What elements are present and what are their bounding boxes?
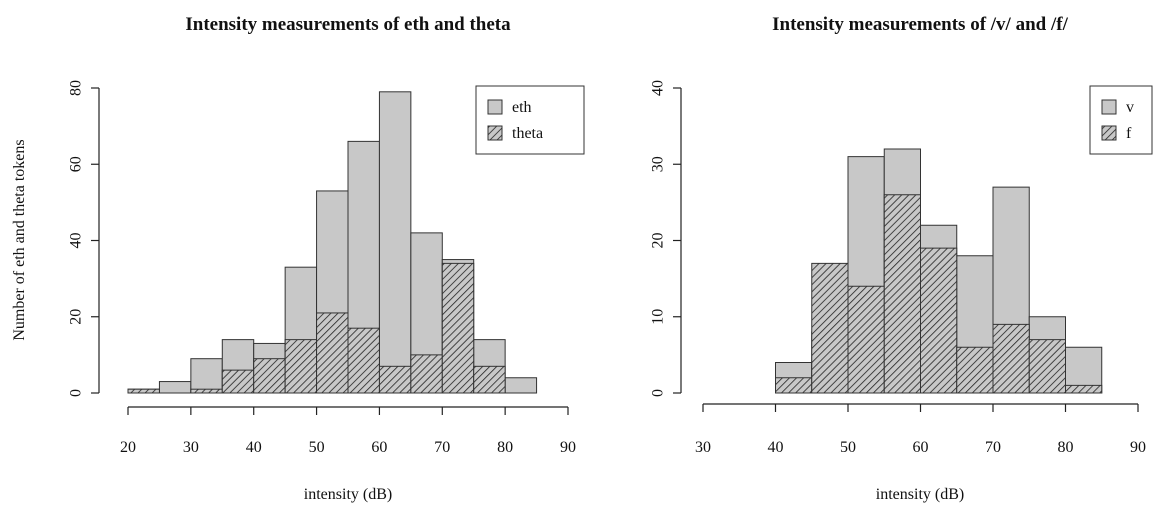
legend-swatch-theta (487, 125, 503, 141)
x-tick-label-70: 70 (985, 439, 1001, 456)
x-tick-label-30: 30 (183, 439, 199, 456)
x-tick-label-60: 60 (913, 439, 929, 456)
legend-box (475, 85, 585, 155)
bar-theta-50 (316, 312, 349, 394)
y-tick-label-0: 0 (68, 389, 85, 397)
chart-panel-v-f: Intensity measurements of /v/ and /f/ in… (650, 14, 1153, 503)
bar-eth-60 (378, 91, 412, 394)
bar-theta-75 (473, 365, 506, 394)
bar-f-75 (1028, 339, 1066, 394)
x-tick-label-30: 30 (695, 439, 711, 456)
bar-f-60 (920, 247, 958, 394)
series-theta-bars (127, 262, 506, 394)
bar-theta-35 (221, 369, 255, 394)
y-tick-label-10: 10 (650, 309, 667, 325)
legend: vf (1089, 85, 1153, 155)
bar-eth-25 (158, 381, 192, 394)
y-tick-label-40: 40 (68, 233, 85, 249)
x-tick-label-60: 60 (371, 439, 387, 456)
bar-f-70 (992, 323, 1030, 394)
bar-f-45 (811, 262, 849, 394)
x-tick-label-70: 70 (434, 439, 450, 456)
legend-swatch-f (1101, 125, 1117, 141)
bar-eth-80 (504, 377, 538, 394)
bar-theta-45 (284, 339, 318, 394)
x-axis-label: intensity (dB) (876, 486, 964, 503)
bar-theta-40 (253, 358, 286, 394)
legend-box (1089, 85, 1153, 155)
y-tick-label-0: 0 (650, 389, 667, 397)
chart-title: Intensity measurements of eth and theta (185, 14, 511, 35)
chart-title: Intensity measurements of /v/ and /f/ (772, 14, 1068, 35)
bar-theta-70 (441, 262, 475, 394)
y-tick-label-20: 20 (68, 309, 85, 325)
x-tick-label-50: 50 (840, 439, 856, 456)
x-tick-label-50: 50 (309, 439, 325, 456)
x-tick-label-40: 40 (768, 439, 784, 456)
legend: eth theta (475, 85, 585, 155)
legend-swatch-v (1101, 99, 1117, 115)
chart-panel-eth-theta: Intensity measurements of eth and theta … (11, 14, 585, 503)
bar-f-55 (883, 194, 921, 394)
y-tick-label-20: 20 (650, 233, 667, 249)
bar-theta-20 (127, 388, 160, 394)
y-tick-label-60: 60 (68, 156, 85, 172)
legend-label-v: v (1126, 99, 1134, 116)
x-tick-label-80: 80 (1058, 439, 1074, 456)
x-tick-label-40: 40 (246, 439, 262, 456)
bar-theta-60 (378, 365, 412, 394)
x-tick-label-20: 20 (120, 439, 136, 456)
y-axis-label: Number of eth and theta tokens (11, 139, 28, 340)
legend-label-eth: eth (512, 99, 532, 116)
bar-theta-65 (410, 354, 443, 394)
bar-eth-30 (190, 358, 223, 394)
legend-label-theta: theta (512, 125, 543, 142)
axes: 30 40 50 60 70 80 90 0 10 20 30 40 (650, 80, 1146, 456)
series-f-bars (775, 194, 1103, 394)
axes: 20 30 40 50 60 70 80 90 0 20 40 60 80 (68, 80, 576, 456)
legend-swatch-eth (487, 99, 503, 115)
y-tick-label-80: 80 (68, 80, 85, 96)
x-tick-label-90: 90 (1130, 439, 1146, 456)
bar-f-80 (1065, 384, 1103, 394)
x-tick-label-90: 90 (560, 439, 576, 456)
bar-theta-55 (347, 327, 380, 394)
bar-f-50 (847, 285, 885, 394)
legend-label-f: f (1126, 125, 1132, 142)
bar-f-65 (956, 346, 994, 394)
y-tick-label-30: 30 (650, 156, 667, 172)
bar-f-40 (775, 377, 813, 394)
x-axis-label: intensity (dB) (304, 486, 392, 503)
x-tick-label-80: 80 (497, 439, 513, 456)
bar-theta-30 (190, 388, 223, 394)
y-tick-label-40: 40 (650, 80, 667, 96)
